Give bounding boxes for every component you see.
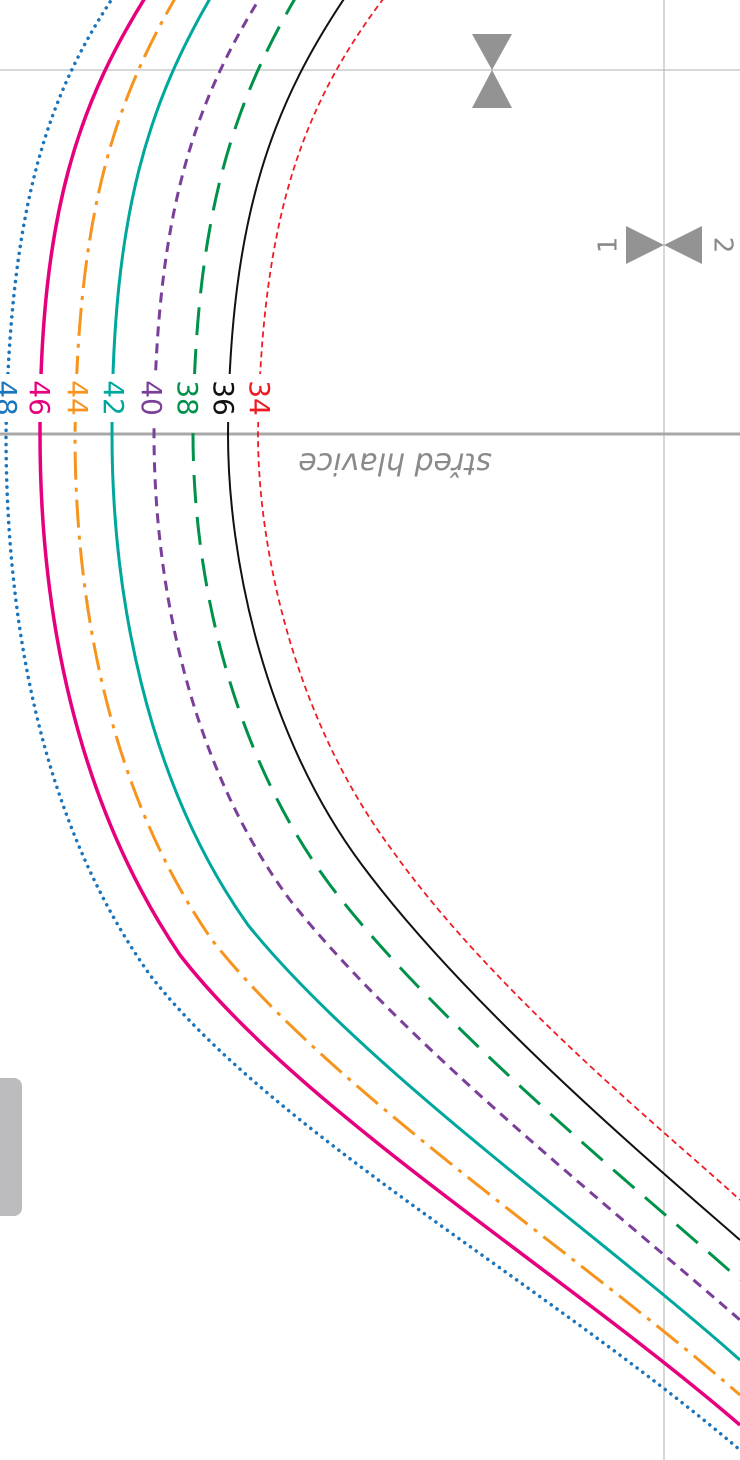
size-curves <box>4 0 740 1452</box>
size-label-44: 44 <box>61 380 94 416</box>
curve-size-34 <box>257 0 740 1201</box>
size-label-42: 42 <box>97 380 130 416</box>
curve-size-36 <box>226 0 740 1241</box>
curve-size-38 <box>191 0 740 1282</box>
size-label-48: 48 <box>0 380 23 416</box>
notch-marker-double <box>626 226 702 264</box>
curve-size-40 <box>152 0 740 1322</box>
svg-text:střed hlavice: střed hlavice <box>298 446 492 481</box>
svg-text:1: 1 <box>594 237 624 254</box>
notch-label-1: 1 <box>594 237 624 254</box>
svg-text:34: 34 <box>243 380 276 416</box>
curve-size-42 <box>110 0 740 1362</box>
svg-text:2: 2 <box>708 237 738 254</box>
svg-text:40: 40 <box>135 380 168 416</box>
size-label-38: 38 <box>171 380 204 416</box>
svg-text:38: 38 <box>171 380 204 416</box>
size-label-34: 34 <box>243 380 276 416</box>
curve-size-44 <box>73 0 740 1397</box>
sleeve-center-label: střed hlavice <box>298 446 492 481</box>
size-label-40: 40 <box>135 380 168 416</box>
svg-text:44: 44 <box>61 380 94 416</box>
notch-label-2: 2 <box>708 237 738 254</box>
svg-text:42: 42 <box>97 380 130 416</box>
size-label-36: 36 <box>207 380 240 416</box>
size-label-48-text: 48 <box>0 380 23 416</box>
curve-size-48 <box>4 0 740 1452</box>
size-label-46: 46 <box>23 380 56 416</box>
curve-size-46 <box>38 0 740 1427</box>
svg-text:46: 46 <box>23 380 56 416</box>
notch-marker-top <box>472 34 512 108</box>
svg-text:36: 36 <box>207 380 240 416</box>
edge-tab <box>0 1078 22 1216</box>
